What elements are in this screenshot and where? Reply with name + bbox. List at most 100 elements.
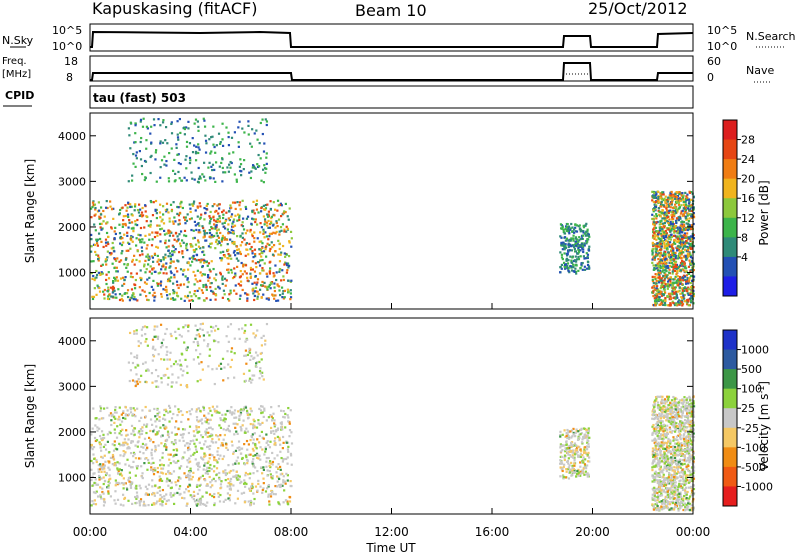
data-cell	[92, 453, 95, 456]
data-cell	[175, 420, 178, 423]
data-cell	[213, 329, 217, 332]
data-cell	[560, 267, 563, 270]
data-cell	[678, 253, 681, 256]
data-cell	[108, 414, 111, 417]
data-cell	[580, 243, 583, 246]
data-cell	[673, 288, 677, 291]
data-cell	[125, 266, 128, 269]
data-cell	[188, 203, 191, 206]
data-cell	[156, 337, 160, 341]
data-cell	[232, 469, 235, 472]
data-cell	[678, 286, 681, 289]
data-cell	[122, 410, 125, 413]
data-cell	[691, 242, 694, 245]
data-cell	[189, 467, 192, 470]
data-cell	[136, 382, 139, 386]
data-cell	[572, 228, 576, 231]
data-cell	[246, 297, 249, 300]
data-cell	[251, 482, 254, 485]
data-cell	[250, 410, 253, 413]
data-cell	[139, 487, 142, 490]
data-cell	[253, 132, 256, 135]
data-cell	[674, 296, 677, 299]
data-cell	[140, 334, 144, 337]
data-cell	[197, 143, 200, 146]
data-cell	[579, 455, 582, 459]
data-cell	[275, 430, 278, 433]
data-cell	[94, 417, 97, 420]
data-cell	[202, 175, 206, 178]
data-cell	[149, 223, 152, 226]
data-cell	[150, 154, 153, 157]
data-cell	[163, 445, 166, 448]
data-cell	[677, 218, 680, 221]
data-cell	[581, 261, 584, 265]
data-cell	[141, 206, 144, 210]
data-cell	[261, 436, 264, 439]
data-cell	[156, 234, 159, 237]
data-cell	[177, 410, 181, 414]
data-cell	[672, 251, 675, 254]
data-cell	[689, 297, 692, 300]
data-cell	[147, 258, 150, 262]
data-cell	[240, 427, 243, 431]
data-cell	[186, 296, 189, 299]
data-cell	[146, 446, 149, 449]
data-cell	[194, 278, 197, 281]
data-cell	[146, 326, 149, 329]
data-cell	[232, 232, 235, 235]
data-cell	[652, 264, 655, 267]
data-cell	[255, 362, 258, 365]
data-cell	[193, 220, 197, 223]
data-cell	[172, 412, 175, 416]
data-cell	[574, 237, 577, 240]
data-cell	[176, 413, 179, 417]
data-cell	[679, 252, 682, 255]
data-cell	[275, 221, 278, 225]
data-cell	[282, 479, 285, 482]
data-cell	[283, 263, 286, 266]
data-cell	[568, 249, 571, 252]
data-cell	[154, 149, 158, 152]
data-cell	[664, 255, 667, 258]
data-cell	[281, 223, 285, 226]
data-cell	[688, 276, 692, 279]
data-cell	[227, 223, 230, 226]
data-cell	[258, 407, 261, 411]
data-cell	[258, 240, 261, 243]
data-cell	[174, 220, 177, 223]
data-cell	[266, 487, 269, 490]
data-cell	[126, 443, 129, 446]
data-cell	[121, 443, 124, 447]
data-cell	[208, 138, 211, 141]
data-cell	[686, 252, 690, 255]
data-cell	[170, 365, 173, 368]
data-cell	[564, 476, 567, 479]
data-cell	[178, 117, 181, 121]
data-cell	[687, 286, 690, 289]
data-cell	[176, 212, 179, 216]
data-cell	[139, 158, 143, 161]
data-cell	[249, 438, 252, 442]
data-cell	[692, 295, 695, 298]
data-cell	[102, 209, 105, 213]
data-cell	[662, 193, 665, 196]
data-cell	[202, 334, 206, 337]
data-cell	[95, 293, 98, 296]
data-cell	[680, 253, 683, 256]
data-cell	[561, 248, 564, 251]
data-cell	[251, 442, 255, 445]
data-cell	[119, 444, 122, 447]
data-cell	[138, 499, 141, 503]
data-cell	[145, 147, 148, 150]
data-cell	[219, 244, 223, 247]
data-cell	[260, 358, 263, 361]
data-cell	[169, 491, 172, 495]
data-cell	[684, 227, 687, 230]
data-cell	[234, 201, 237, 204]
data-cell	[185, 348, 188, 352]
data-cell	[145, 381, 148, 384]
data-cell	[236, 446, 239, 450]
data-cell	[564, 239, 567, 242]
data-cell	[131, 361, 135, 365]
